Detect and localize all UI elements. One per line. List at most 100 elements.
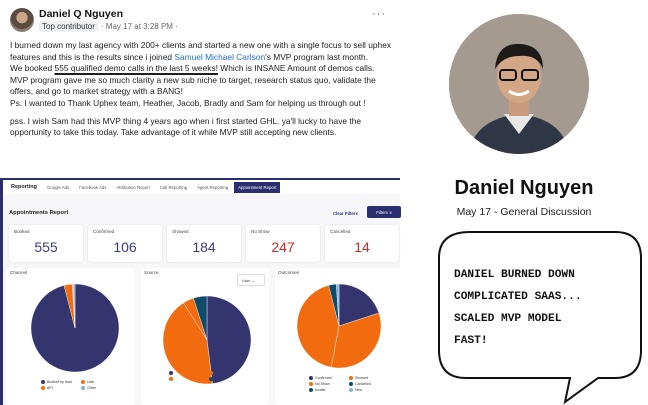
stat-value: 106 [113, 239, 137, 255]
stat-card-showed: Showed 184 [167, 225, 241, 262]
pie-chart [296, 283, 382, 369]
legend-item[interactable]: API [41, 386, 81, 390]
profile-subtitle: May 17 - General Discussion [456, 206, 592, 218]
more-options-icon[interactable]: ··· [372, 8, 386, 20]
legend-dot-icon [41, 380, 45, 384]
stat-value: 247 [271, 239, 295, 255]
tab-appointment-report[interactable]: Appointment Report [234, 181, 281, 193]
legend-label: New [355, 388, 363, 392]
pie-slice-1[interactable] [162, 302, 213, 385]
select-value: User [242, 278, 251, 283]
outcomes-chart-panel: Outcomes Confirmed Showed No Show Cancelled I… [275, 268, 401, 405]
pie-slice-no-show[interactable] [296, 285, 340, 368]
legend-dot-icon [309, 376, 313, 380]
channel-chart-panel: Channel Booked by lead User API Other [7, 268, 135, 405]
filters-button[interactable]: Filters ≡ [367, 206, 401, 218]
chart-title: Outcomes [278, 270, 299, 275]
legend-dot-icon [81, 386, 85, 390]
tab-agent-reporting[interactable]: Agent Reporting [197, 184, 229, 190]
chart-legend [169, 371, 239, 381]
legend-label: No Show [315, 382, 330, 386]
legend-item[interactable]: Invalid [309, 388, 349, 392]
timestamp[interactable]: · May 17 at 3:28 PM · [100, 22, 178, 31]
author-avatar[interactable] [10, 8, 34, 32]
appointment-dashboard: Reporting Google Ads Facebook Ads Attributi… [0, 178, 401, 405]
legend-item[interactable] [169, 377, 209, 381]
stat-label: No Show [251, 229, 270, 234]
source-select[interactable]: User ⌄ [237, 274, 265, 286]
chart-legend: Confirmed Showed No Show Cancelled Invalid Ne… [309, 376, 379, 392]
legend-dot-icon [349, 376, 353, 380]
underlined-claim: 555 qualified demo calls in the last 5 w… [54, 63, 218, 74]
pie-slice-confirmed[interactable] [338, 283, 380, 327]
legend-dot-icon [209, 371, 213, 375]
pie-slice-other[interactable] [72, 283, 76, 329]
profile-photo [449, 14, 589, 154]
stat-card-cancelled: Cancelled 14 [325, 225, 399, 262]
legend-item[interactable] [209, 371, 239, 375]
text: I burned down my last agency with 200+ c… [10, 40, 392, 62]
legend-dot-icon [41, 386, 45, 390]
pie-slice-showed[interactable] [330, 312, 382, 369]
stat-value: 14 [354, 239, 370, 255]
source-chart-panel: Source User ⌄ [141, 268, 269, 405]
legend-label: Booked by lead [47, 380, 72, 384]
report-title: Appointments Report [9, 210, 69, 216]
report-tabs: Reporting Google Ads Facebook Ads Attributi… [3, 180, 400, 194]
speech-bubble-text: DANIEL BURNED DOWN COMPLICATED SAAS... S… [454, 269, 582, 347]
stat-card-booked: Booked 555 [9, 225, 83, 262]
stat-label: Showed [172, 229, 189, 234]
author-name[interactable]: Daniel Q Nguyen [39, 8, 124, 20]
profile-name: Daniel Nguyen [454, 177, 594, 199]
legend-item[interactable] [169, 371, 209, 375]
legend-item[interactable]: Other [81, 386, 111, 390]
legend-item[interactable]: Confirmed [309, 376, 349, 380]
legend-item[interactable]: No Show [309, 382, 349, 386]
tab-google-ads[interactable]: Google Ads [46, 184, 70, 190]
legend-label: Invalid [315, 388, 326, 392]
pie-slice-0[interactable] [206, 295, 252, 384]
legend-label: User [87, 380, 95, 384]
text: pss. I wish Sam had this MVP thing 4 yea… [10, 115, 362, 138]
stat-value: 555 [34, 239, 58, 255]
legend-dot-icon [309, 388, 313, 392]
legend-item[interactable]: New [349, 388, 379, 392]
text: 's MVP program last month. [265, 51, 369, 62]
pie-slice-3[interactable] [193, 295, 208, 341]
tab-facebook-ads[interactable]: Facebook Ads [79, 184, 107, 190]
clear-filters-button[interactable]: Clear Filters [333, 211, 358, 216]
legend-item[interactable]: User [81, 380, 111, 384]
pie-chart [30, 283, 120, 373]
chevron-down-icon: ⌄ [251, 278, 255, 283]
person-portrait [449, 14, 589, 154]
stat-label: Cancelled [330, 229, 351, 234]
pie-chart [162, 295, 252, 385]
pie-slice-new[interactable] [336, 283, 340, 327]
facebook-post: Daniel Q Nguyen Top contributor · May 17… [0, 0, 400, 176]
stat-card-confirmed: Confirmed 106 [88, 225, 162, 262]
legend-item[interactable]: Booked by lead [41, 380, 81, 384]
legend-item[interactable]: Cancelled [349, 382, 379, 386]
tab-call-reporting[interactable]: Call Reporting [159, 184, 188, 190]
post-meta: Top contributor · May 17 at 3:28 PM · [39, 21, 178, 32]
legend-label: Other [87, 386, 96, 390]
tab-attribution-report[interactable]: Attribution Report [116, 184, 150, 190]
mention-link[interactable]: Samuel Michael Carlson [174, 51, 266, 62]
legend-label: API [47, 386, 53, 390]
legend-label: Cancelled [355, 382, 371, 386]
legend-dot-icon [349, 382, 353, 386]
top-contributor-badge: Top contributor [39, 21, 98, 32]
stat-card-no-show: No Show 247 [246, 225, 320, 262]
chart-legend: Booked by lead User API Other [41, 380, 111, 390]
legend-item[interactable] [209, 377, 239, 381]
legend-dot-icon [169, 371, 173, 375]
stat-label: Booked [14, 229, 30, 234]
chart-title: Channel [10, 270, 28, 275]
legend-dot-icon [349, 388, 353, 392]
post-body: I burned down my last agency with 200+ c… [10, 40, 395, 139]
legend-label: Showed [355, 376, 368, 380]
text: Which is INSANE Amount of demos calls. [217, 63, 375, 74]
tab-reporting[interactable]: Reporting [11, 184, 37, 190]
legend-item[interactable]: Showed [349, 376, 379, 380]
legend-dot-icon [81, 380, 85, 384]
